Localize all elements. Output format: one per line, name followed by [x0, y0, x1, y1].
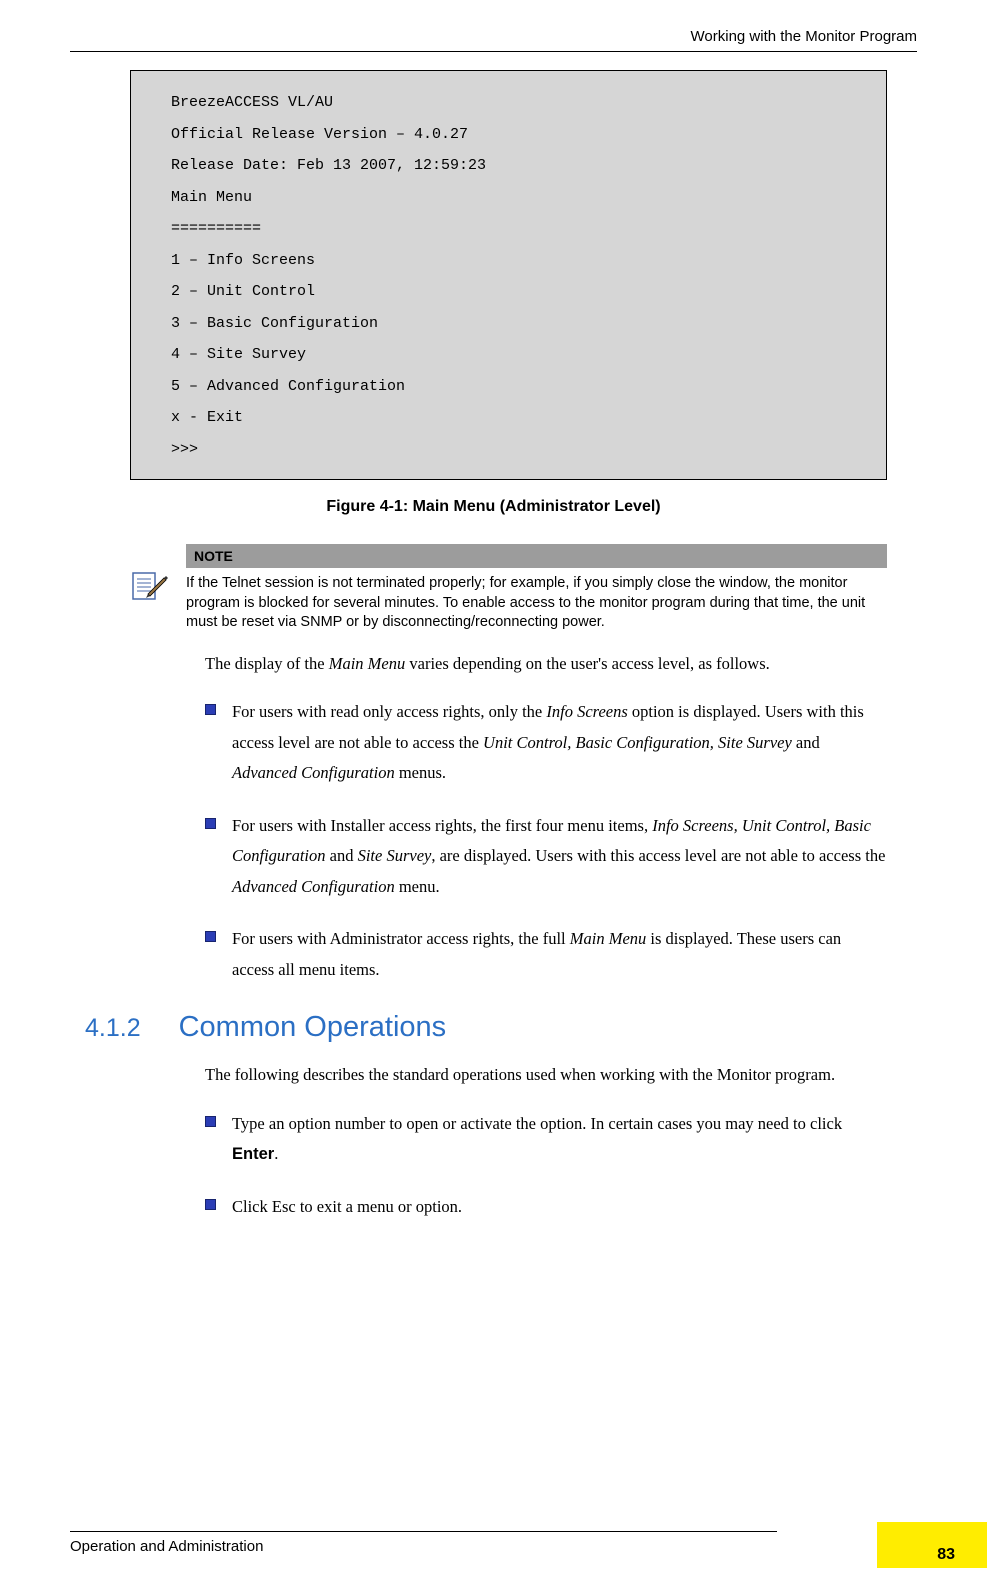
list-item: For users with Administrator access righ… [205, 924, 887, 985]
terminal-line: BreezeACCESS VL/AU [171, 87, 856, 119]
intro-pre: The display of the [205, 654, 329, 673]
bullet-list-2: Type an option number to open or activat… [205, 1109, 887, 1223]
terminal-line: 2 – Unit Control [171, 276, 856, 308]
page-number: 83 [937, 1546, 955, 1564]
intro-paragraph: The display of the Main Menu varies depe… [205, 649, 887, 680]
list-item: Type an option number to open or activat… [205, 1109, 887, 1170]
terminal-line: 4 – Site Survey [171, 339, 856, 371]
note-text: If the Telnet session is not terminated … [186, 568, 887, 633]
terminal-line: 3 – Basic Configuration [171, 308, 856, 340]
bullet-text: For users with read only access rights, … [232, 697, 887, 789]
terminal-line: 5 – Advanced Configuration [171, 371, 856, 403]
footer: Operation and Administration 83 [70, 1531, 917, 1555]
bullet-icon [205, 704, 216, 715]
footer-rule [70, 1531, 777, 1532]
terminal-line: ========== [171, 213, 856, 245]
list-item: For users with Installer access rights, … [205, 811, 887, 903]
note-label: NOTE [186, 544, 887, 568]
terminal-output: BreezeACCESS VL/AUOfficial Release Versi… [130, 70, 887, 480]
page-tab [877, 1522, 987, 1568]
terminal-line: >>> [171, 434, 856, 466]
footer-left: Operation and Administration [70, 1538, 263, 1555]
bullet-list-1: For users with read only access rights, … [205, 697, 887, 985]
section-intro: The following describes the standard ope… [205, 1060, 887, 1091]
figure-caption: Figure 4-1: Main Menu (Administrator Lev… [70, 498, 917, 516]
intro-italic: Main Menu [329, 654, 406, 673]
bullet-icon [205, 1199, 216, 1210]
note-block: NOTE If the Telnet session is not termin… [130, 544, 887, 633]
terminal-line: 1 – Info Screens [171, 245, 856, 277]
list-item: For users with read only access rights, … [205, 697, 887, 789]
bullet-icon [205, 818, 216, 829]
header-rule [70, 51, 917, 52]
section-heading: 4.1.2 Common Operations [85, 1011, 887, 1044]
bullet-text: Type an option number to open or activat… [232, 1109, 887, 1170]
terminal-line: x - Exit [171, 402, 856, 434]
terminal-line: Release Date: Feb 13 2007, 12:59:23 [171, 150, 856, 182]
bullet-text: For users with Administrator access righ… [232, 924, 887, 985]
list-item: Click Esc to exit a menu or option. [205, 1192, 887, 1223]
bullet-text: For users with Installer access rights, … [232, 811, 887, 903]
section-title: Common Operations [179, 1011, 447, 1044]
intro-post: varies depending on the user's access le… [405, 654, 770, 673]
header-title: Working with the Monitor Program [70, 28, 917, 45]
section-number: 4.1.2 [85, 1014, 141, 1043]
bullet-icon [205, 931, 216, 942]
bullet-text: Click Esc to exit a menu or option. [232, 1192, 462, 1223]
terminal-line: Main Menu [171, 182, 856, 214]
bullet-icon [205, 1116, 216, 1127]
note-icon [130, 544, 168, 609]
terminal-line: Official Release Version – 4.0.27 [171, 119, 856, 151]
